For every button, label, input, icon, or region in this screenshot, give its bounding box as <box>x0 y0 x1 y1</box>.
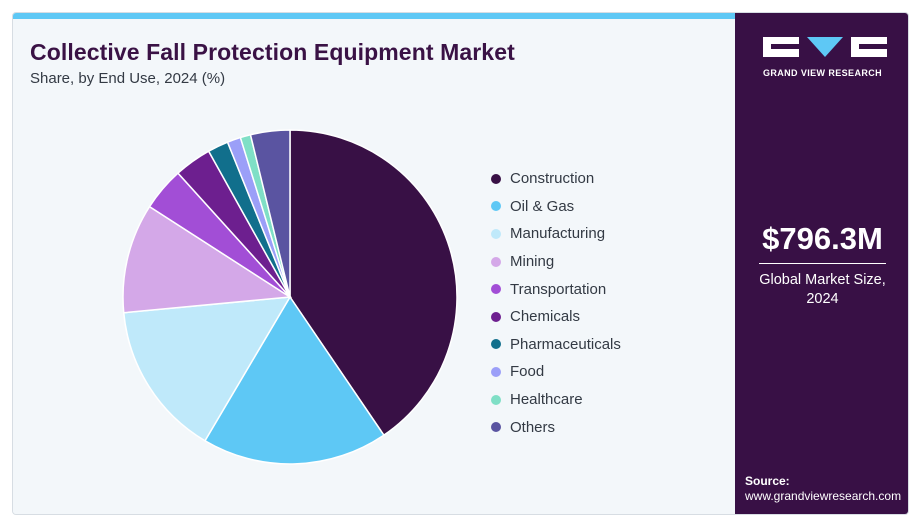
legend-swatch <box>491 201 501 212</box>
legend-label: Healthcare <box>510 391 583 409</box>
source-label: Source: <box>745 474 790 488</box>
market-size-label: Global Market Size, 2024 <box>759 272 886 307</box>
pie-slice-oil-gas <box>203 295 385 465</box>
legend-swatch <box>491 311 501 322</box>
legend-swatch <box>491 422 501 433</box>
legend-item-food: Food <box>491 358 621 386</box>
legend-item-pharmaceuticals: Pharmaceuticals <box>491 331 621 359</box>
legend-item-manufacturing: Manufacturing <box>491 220 621 248</box>
legend-swatch <box>491 366 501 377</box>
pie-slice-others <box>249 129 291 298</box>
chart-title: Collective Fall Protection Equipment Mar… <box>30 39 515 65</box>
legend-label: Pharmaceuticals <box>510 335 621 353</box>
legend-item-healthcare: Healthcare <box>491 386 621 414</box>
grand-view-research-logo <box>763 37 887 57</box>
legend-label: Food <box>510 363 545 381</box>
legend-item-construction: Construction <box>491 165 621 193</box>
legend-item-transportation: Transportation <box>491 275 621 303</box>
divider <box>759 263 886 264</box>
legend-item-others: Others <box>491 413 621 441</box>
brand-text: GRAND VIEW RESEARCH <box>762 68 883 78</box>
legend-label: Transportation <box>510 280 607 298</box>
legend-label: Chemicals <box>510 308 581 326</box>
source-url: www.grandviewresearch.com <box>745 489 902 503</box>
legend-item-oil-gas: Oil & Gas <box>491 193 621 221</box>
legend-swatch <box>491 228 501 239</box>
legend-swatch <box>491 394 501 405</box>
legend-swatch <box>491 173 501 184</box>
legend-item-chemicals: Chemicals <box>491 303 621 331</box>
pie-slice-manufacturing <box>122 296 292 442</box>
legend-label: Mining <box>510 253 555 271</box>
legend-item-mining: Mining <box>491 248 621 276</box>
legend-label: Construction <box>510 170 595 188</box>
legend-label: Manufacturing <box>510 225 606 243</box>
legend-swatch <box>491 284 501 295</box>
legend-label: Others <box>510 418 556 436</box>
legend-swatch <box>491 339 501 350</box>
legend-swatch <box>491 256 501 267</box>
chart-subtitle: Share, by End Use, 2024 (%) <box>30 70 226 87</box>
accent-bar <box>13 13 735 19</box>
report-card: Collective Fall Protection Equipment Mar… <box>12 12 909 515</box>
pie-chart <box>122 129 458 465</box>
market-size-value: $796.3M <box>762 221 883 256</box>
chart-legend: Construction Oil & Gas Manufacturing Mining… <box>491 165 621 441</box>
pie-slice-mining <box>122 205 293 314</box>
chart-panel: Collective Fall Protection Equipment Mar… <box>13 19 735 514</box>
pie-slice-construction <box>289 129 458 437</box>
sidebar: GRAND VIEW RESEARCH $796.3M Global Marke… <box>735 13 908 514</box>
legend-label: Oil & Gas <box>510 197 575 215</box>
